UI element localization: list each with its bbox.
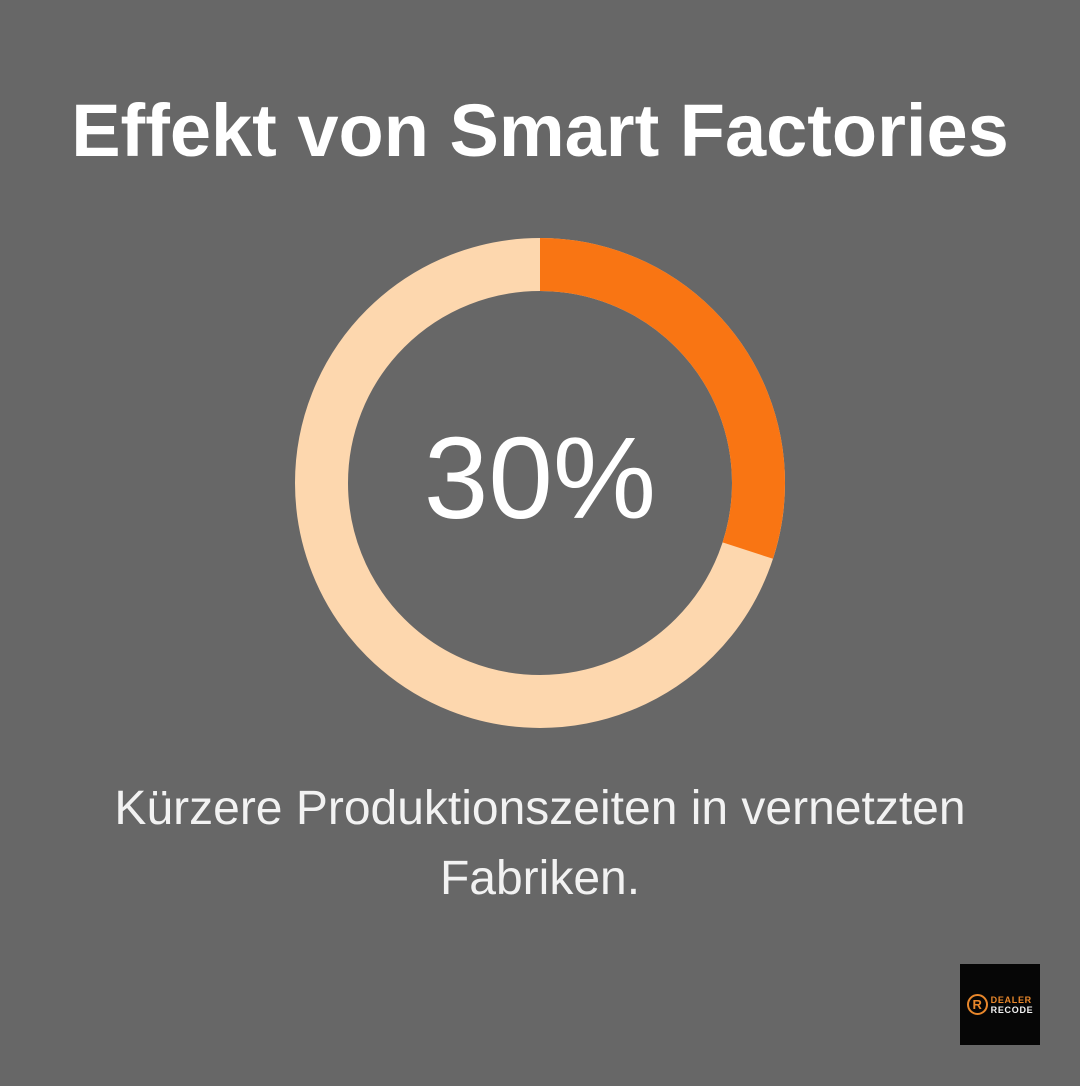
brand-logo: R DEALER RECODE [960, 964, 1040, 1045]
r-circle-icon: R [966, 994, 988, 1015]
logo-text: DEALER RECODE [991, 995, 1034, 1015]
logo-icon-letter: R [972, 997, 982, 1012]
donut-segment-value [295, 238, 785, 728]
donut-chart-svg [295, 238, 785, 728]
subtitle: Kürzere Produktionszeiten in vernetzten … [114, 782, 966, 905]
logo-text-recode: RECODE [990, 1004, 1034, 1015]
donut-chart: 30% [295, 238, 785, 728]
donut-center-label: 30% [423, 413, 657, 543]
logo-text-dealer: DEALER [990, 994, 1032, 1005]
page-title: Effekt von Smart Factories [71, 89, 1009, 172]
